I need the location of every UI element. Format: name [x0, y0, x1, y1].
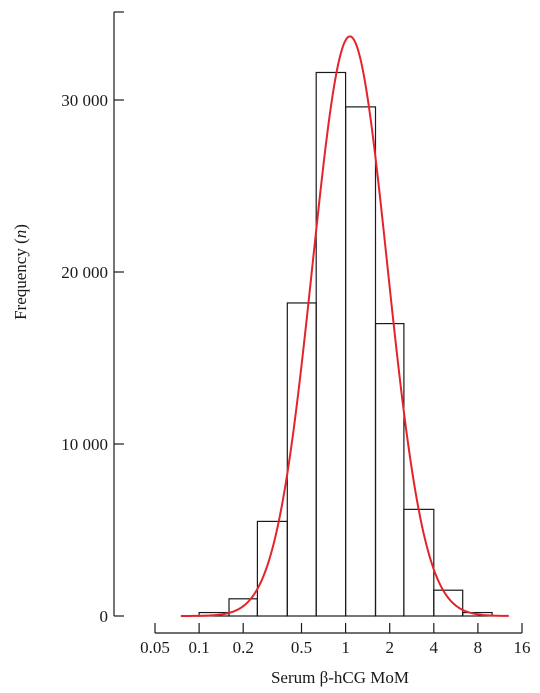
- histogram-bar: [403, 508, 435, 617]
- y-axis-ticks: 0 10 000 20 000 30 000: [61, 11, 124, 626]
- histogram-bar: [315, 71, 347, 617]
- histogram-bar: [286, 302, 317, 617]
- histogram-bar: [433, 589, 464, 617]
- x-tick-label: 4: [430, 638, 439, 657]
- x-tick-label: 1: [341, 638, 350, 657]
- x-tick-label: 0.05: [140, 638, 170, 657]
- x-tick-label: 2: [385, 638, 394, 657]
- y-axis-label: Frequency (n): [11, 224, 30, 320]
- lognormal-fit-curve: [180, 35, 509, 617]
- x-tick-label: 8: [474, 638, 483, 657]
- y-tick-label: 10 000: [61, 435, 108, 454]
- x-tick-label: 0.2: [233, 638, 254, 657]
- x-tick-label: 0.1: [188, 638, 209, 657]
- y-tick-label: 0: [100, 607, 109, 626]
- histogram-bar: [344, 106, 377, 617]
- histogram-bar: [462, 611, 493, 617]
- x-axis-label: Serum β-hCG MoM: [271, 668, 409, 687]
- histogram-bars: [198, 71, 493, 617]
- y-tick-label: 30 000: [61, 91, 108, 110]
- x-tick-label: 16: [514, 638, 531, 657]
- histogram-bar: [374, 323, 405, 617]
- y-tick-label: 20 000: [61, 263, 108, 282]
- x-axis-ticks: 0.05 0.1 0.2 0.5 1 2 4 8 16: [140, 623, 531, 657]
- x-tick-label: 0.5: [291, 638, 312, 657]
- histogram-bar: [256, 520, 288, 617]
